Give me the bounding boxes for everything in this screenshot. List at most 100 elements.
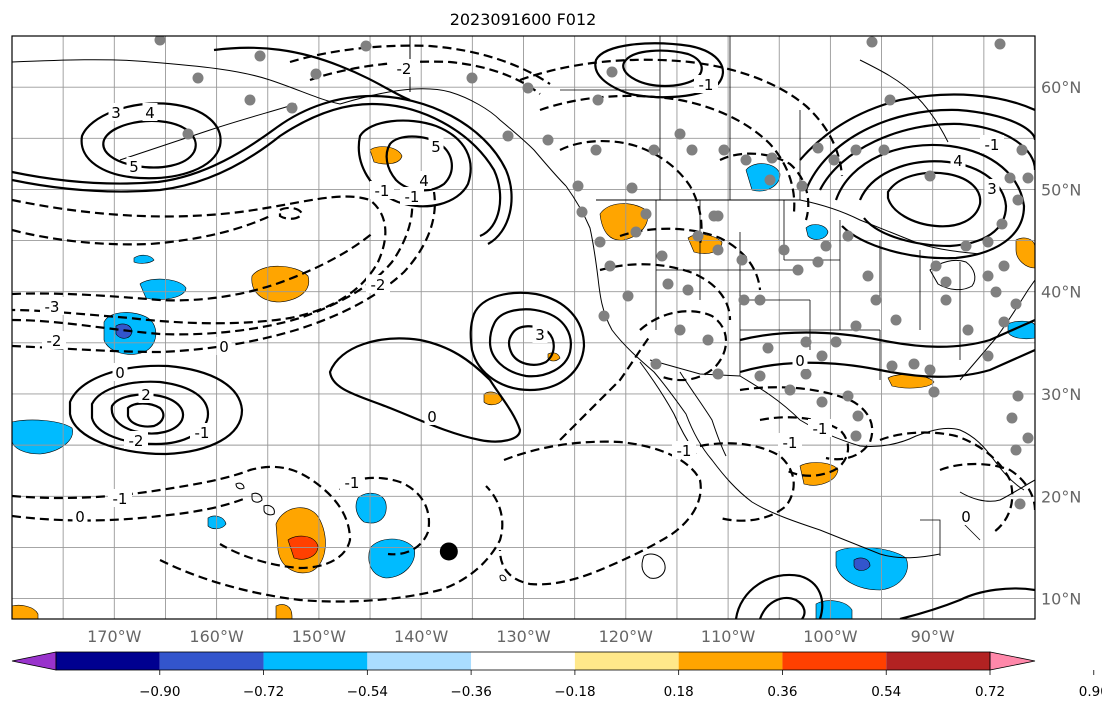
contour-label-bg	[216, 337, 232, 355]
contour-positive	[886, 171, 982, 228]
station-dot	[796, 180, 808, 192]
station-dot	[908, 358, 920, 370]
border-us-mexico	[649, 359, 801, 421]
contour-label-bg	[672, 441, 696, 459]
contour-label-bg	[142, 103, 158, 121]
colorbar-segment	[367, 652, 472, 670]
station-dot	[712, 210, 724, 222]
contour-label: 5	[431, 138, 441, 156]
station-dot	[1004, 172, 1016, 184]
station-dot	[940, 276, 952, 288]
station-dot	[522, 82, 534, 94]
station-dot	[626, 182, 638, 194]
contour-label-bg	[808, 419, 832, 437]
contour-negative	[759, 416, 850, 477]
contour-label-bg	[392, 59, 416, 77]
station-dot	[592, 94, 604, 106]
lon-tick-label: 100°W	[803, 627, 858, 646]
station-dot	[850, 144, 862, 156]
station-dot	[960, 240, 972, 252]
contour-label-bg	[112, 363, 128, 381]
colorbar-tick-label: −0.72	[243, 684, 284, 700]
contour-label: -1	[985, 136, 1000, 154]
station-dot	[890, 314, 902, 326]
coastline-north-america-west	[565, 185, 941, 559]
contour-label: -1	[375, 182, 390, 200]
station-dot	[778, 244, 790, 256]
coastline-gulf-mexico	[799, 419, 1025, 491]
station-dot	[1010, 444, 1022, 456]
station-dot	[842, 390, 854, 402]
shade-orange	[483, 391, 503, 406]
island-hawaii	[235, 482, 275, 516]
map-frame	[11, 35, 1036, 620]
lon-tick-label: 120°W	[599, 627, 654, 646]
contour-positive	[469, 291, 586, 392]
contour-label-bg	[778, 433, 802, 451]
station-dot	[928, 386, 940, 398]
shade-orange	[12, 604, 39, 619]
station-dot	[594, 236, 606, 248]
contour-negative	[339, 476, 430, 556]
contour-label-bg	[42, 331, 66, 349]
longitude-tick-labels: 170°W 160°W 150°W 140°W 130°W 120°W 110°W 100°W…	[87, 627, 955, 646]
island-socorro	[641, 553, 666, 579]
contour-positive	[80, 102, 222, 180]
island-guadalupe	[499, 574, 507, 582]
station-dot	[590, 144, 602, 156]
station-dot	[762, 342, 774, 354]
shade-blue	[815, 600, 853, 619]
contour-label-bg	[416, 171, 432, 189]
colorbar-segment	[782, 652, 887, 670]
contour-labels: 3 45-3-2 00-2-10-12-2 -13-1054-1-20-1-1-143…	[40, 59, 1004, 526]
station-dot	[884, 94, 896, 106]
colorbar-extend-low	[11, 651, 57, 671]
station-dot	[576, 206, 588, 218]
station-dot	[850, 320, 862, 332]
colorbar-tick-label: −0.90	[139, 684, 180, 700]
lat-tick-label: 10°N	[1041, 590, 1081, 609]
lon-tick-label: 130°W	[496, 627, 551, 646]
contour-label-bg	[950, 151, 966, 169]
coastline-hudson	[859, 59, 949, 143]
contour-label: 3	[535, 326, 545, 344]
latitude-tick-labels: 60°N 50°N 40°N 30°N 20°N 10°N	[1041, 78, 1081, 608]
contour-negative	[12, 215, 271, 246]
station-dot	[754, 370, 766, 382]
contour-label: 0	[427, 408, 437, 426]
station-dot	[766, 152, 778, 164]
station-dot	[924, 364, 936, 376]
station-dot	[1022, 432, 1034, 444]
contour-positive	[858, 160, 1008, 248]
station-dot	[598, 310, 610, 322]
colorbar-tick-label: 0.54	[871, 684, 901, 700]
station-dot	[1014, 498, 1026, 510]
contour-label-bg	[400, 187, 424, 205]
shade-blue	[133, 254, 155, 264]
contour-positive	[834, 143, 1026, 260]
contour-positive	[68, 364, 244, 456]
contour-negative	[12, 195, 387, 325]
contour-negative	[498, 440, 702, 586]
positive-contours	[12, 42, 1035, 619]
contour-positive	[739, 348, 1035, 378]
station-dot	[852, 410, 864, 422]
station-dot	[1012, 194, 1024, 206]
lon-tick-label: 90°W	[911, 627, 955, 646]
lat-tick-label: 60°N	[1041, 78, 1081, 97]
lat-tick-label: 30°N	[1041, 385, 1081, 404]
contour-positive	[739, 318, 1035, 348]
station-dot	[812, 142, 824, 154]
station-dot	[1016, 144, 1028, 156]
contour-label: 3	[987, 180, 997, 198]
coastline-aleutians	[119, 103, 297, 161]
station-dot	[816, 350, 828, 362]
station-dot	[870, 294, 882, 306]
contour-label-bg	[108, 103, 124, 121]
contour-label: -2	[371, 276, 386, 294]
shade-orange	[799, 462, 839, 486]
contour-positive	[213, 46, 411, 102]
contour-label: -1	[677, 442, 692, 460]
contour-negative	[939, 462, 1035, 511]
coastline-yucatan	[959, 479, 1035, 502]
